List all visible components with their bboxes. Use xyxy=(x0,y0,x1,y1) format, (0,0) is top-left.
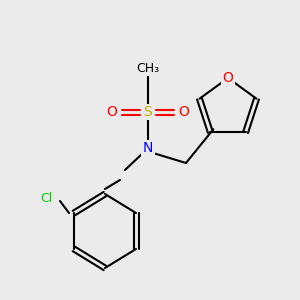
Text: O: O xyxy=(178,105,189,119)
Text: Cl: Cl xyxy=(40,191,52,205)
Text: O: O xyxy=(223,71,233,85)
Text: O: O xyxy=(106,105,117,119)
Text: N: N xyxy=(143,141,153,155)
Text: S: S xyxy=(144,105,152,119)
Text: CH₃: CH₃ xyxy=(136,61,160,74)
